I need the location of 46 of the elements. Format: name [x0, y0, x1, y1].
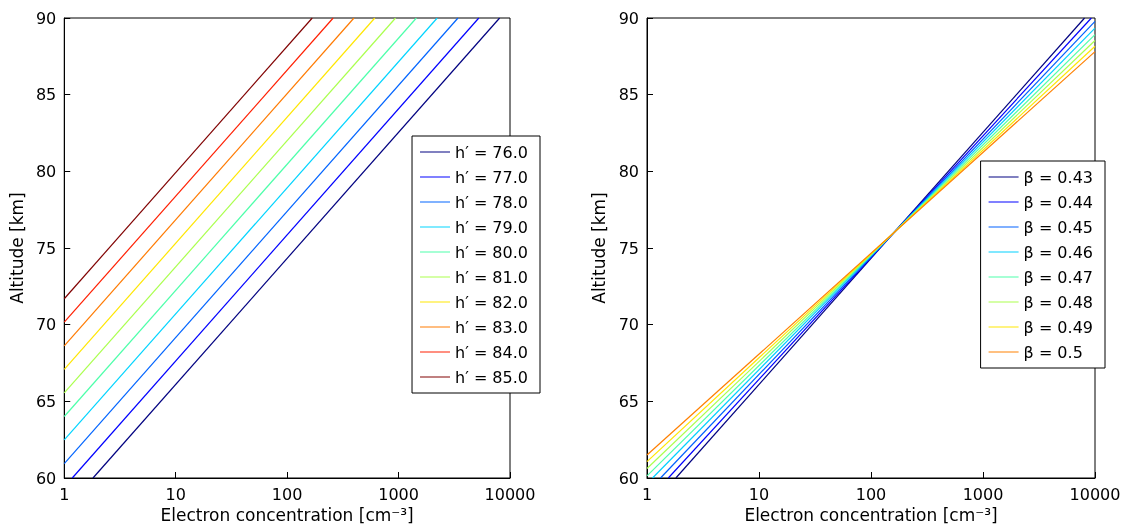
legend-label: h′ = 82.0	[455, 292, 529, 312]
y-tick-label: 65	[35, 391, 57, 411]
legend-label: h′ = 81.0	[455, 267, 529, 287]
y-tick-label: 80	[35, 161, 57, 181]
y-tick-label: 60	[35, 468, 57, 488]
x-tick-label: 10000	[484, 484, 536, 504]
legend-label: h′ = 85.0	[455, 367, 529, 387]
y-axis-title: Altitude [km]	[589, 192, 610, 304]
x-tick-label: 100	[855, 484, 887, 504]
y-tick-label: 70	[618, 315, 639, 335]
x-tick-label: 100	[271, 484, 303, 504]
x-tick-label: 10	[165, 484, 186, 504]
legend-label: h′ = 84.0	[455, 342, 529, 362]
y-tick-label: 85	[618, 85, 639, 105]
legend-label: β = 0.48	[1023, 292, 1094, 312]
y-tick-label: 75	[618, 238, 639, 258]
y-tick-label: 90	[35, 8, 57, 28]
x-tick-label: 1000	[378, 484, 419, 504]
y-tick-label: 70	[35, 315, 57, 335]
y-tick-label: 75	[35, 238, 57, 258]
y-tick-label: 80	[618, 161, 639, 181]
legend-label: β = 0.43	[1023, 167, 1094, 187]
legend-label: h′ = 77.0	[455, 167, 529, 187]
x-axis-title: Electron concentration [cm⁻³]	[160, 505, 414, 526]
y-tick-label: 60	[618, 468, 639, 488]
legend-label: h′ = 79.0	[455, 217, 529, 237]
legend-label: β = 0.45	[1023, 217, 1094, 237]
legend-label: h′ = 83.0	[455, 317, 529, 337]
y-tick-label: 65	[618, 391, 639, 411]
x-tick-label: 10000	[1069, 484, 1121, 504]
x-tick-label: 1	[641, 484, 653, 504]
legend-label: β = 0.47	[1023, 267, 1094, 287]
y-tick-label: 85	[35, 85, 57, 105]
legend-label: β = 0.44	[1023, 192, 1094, 212]
legend-label: β = 0.5	[1023, 342, 1083, 362]
x-tick-label: 10	[748, 484, 770, 504]
legend-label: β = 0.49	[1023, 317, 1094, 337]
legend-label: β = 0.46	[1023, 242, 1094, 262]
legend-label: h′ = 80.0	[455, 242, 529, 262]
legend-label: h′ = 78.0	[455, 192, 529, 212]
y-tick-label: 90	[618, 8, 639, 28]
x-tick-label: 1000	[962, 484, 1004, 504]
x-tick-label: 1	[59, 484, 70, 504]
y-axis-title: Altitude [km]	[6, 192, 27, 304]
legend-label: h′ = 76.0	[455, 142, 529, 162]
x-axis-title: Electron concentration [cm⁻³]	[744, 505, 998, 526]
